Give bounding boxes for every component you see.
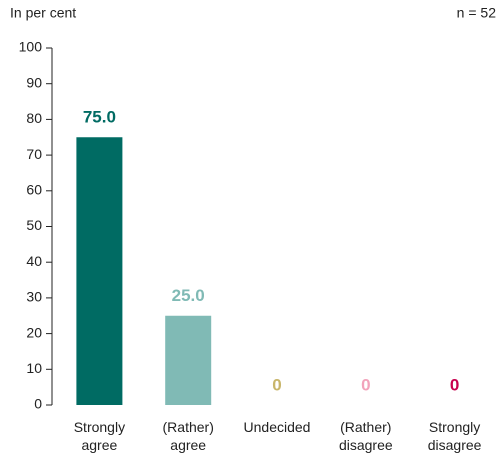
y-tick-label: 0 bbox=[34, 396, 42, 412]
y-tick-label: 50 bbox=[26, 217, 42, 233]
y-tick-label: 20 bbox=[26, 324, 42, 340]
y-tick-label: 30 bbox=[26, 289, 42, 305]
value-label: 0 bbox=[450, 375, 459, 394]
x-tick-label: Strongly agree bbox=[74, 419, 125, 453]
y-tick-label: 90 bbox=[26, 74, 42, 90]
y-tick-label: 70 bbox=[26, 146, 42, 162]
value-label: 0 bbox=[272, 375, 281, 394]
y-tick-label: 80 bbox=[26, 110, 42, 126]
x-tick-label: Undecided bbox=[244, 419, 311, 435]
sample-size: n = 52 bbox=[457, 5, 497, 21]
value-label: 25.0 bbox=[172, 286, 205, 305]
bar bbox=[76, 137, 123, 405]
value-label: 0 bbox=[361, 375, 370, 394]
x-tick-label: (Rather) disagree bbox=[339, 419, 393, 453]
y-tick-label: 40 bbox=[26, 253, 42, 269]
y-tick-label: 100 bbox=[19, 39, 43, 55]
unit-note: In per cent bbox=[10, 5, 76, 21]
bar bbox=[165, 315, 212, 405]
y-tick-label: 60 bbox=[26, 182, 42, 198]
x-tick-label: (Rather) agree bbox=[163, 419, 214, 453]
y-tick-label: 10 bbox=[26, 360, 42, 376]
x-tick-label: Strongly disagree bbox=[428, 419, 482, 453]
value-label: 75.0 bbox=[83, 108, 116, 127]
